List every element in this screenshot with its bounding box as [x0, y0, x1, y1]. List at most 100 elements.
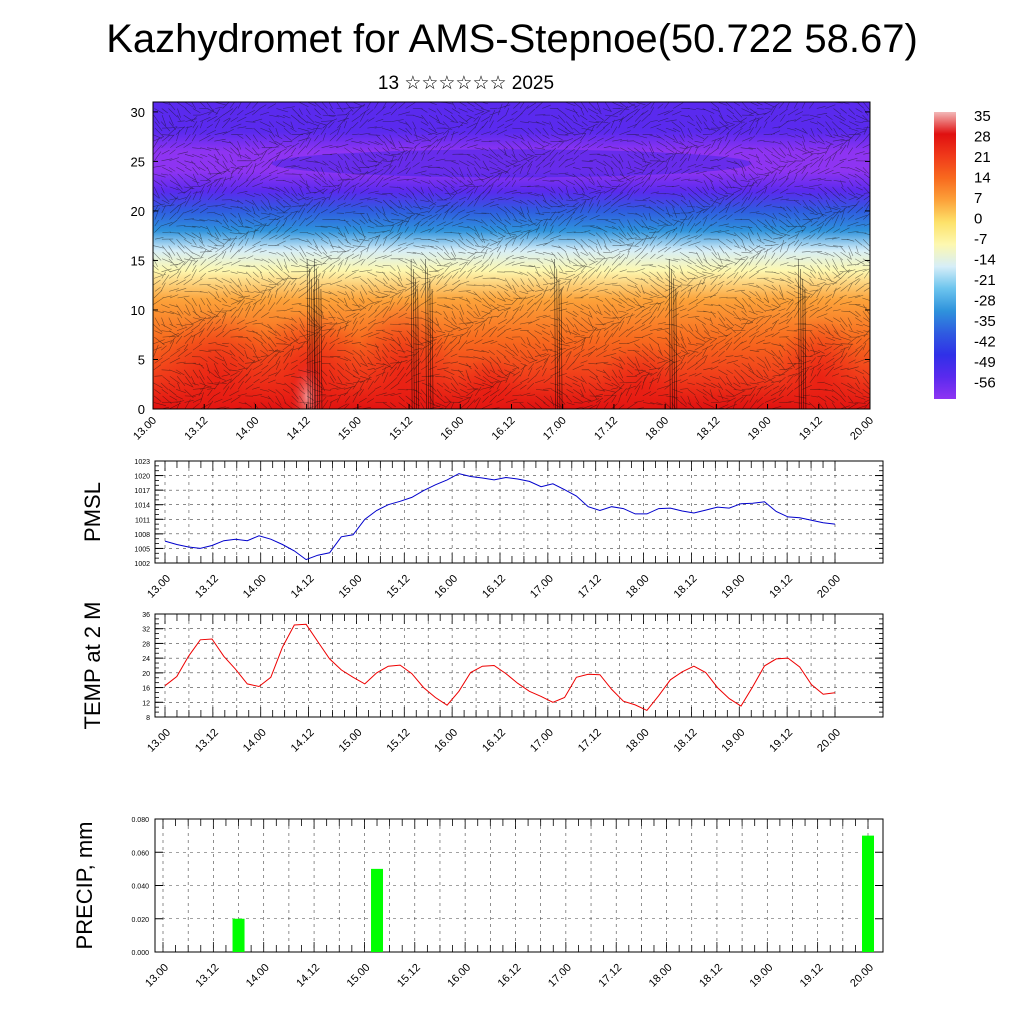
wind-streak-row: [153, 163, 870, 186]
y-tick-label: 1005: [134, 546, 150, 553]
precip-bar: [371, 868, 384, 952]
wind-streak-row: [154, 207, 870, 231]
x-tick-label: 18.12: [672, 727, 700, 755]
wind-streak-row: [153, 339, 867, 363]
wind-streak-row: [153, 200, 870, 225]
vertical-streak: [313, 258, 316, 409]
x-tick-label: 19.12: [798, 962, 826, 990]
x-tick-label: 14.00: [241, 573, 269, 601]
x-tick-label: 17.12: [592, 415, 620, 443]
wind-streak-row: [153, 371, 870, 393]
vertical-streak: [802, 278, 805, 409]
x-tick-label: 16.12: [490, 415, 518, 443]
x-tick-label: 15.12: [387, 415, 415, 443]
wind-streak-row: [154, 109, 870, 132]
vertical-streak: [800, 268, 802, 409]
vertical-streak: [560, 288, 563, 409]
vertical-streak: [671, 268, 673, 409]
wind-streak-row: [154, 116, 870, 140]
wind-streak-row: [153, 255, 870, 277]
x-tick-label: 17.00: [541, 415, 569, 443]
vertical-streak: [425, 258, 427, 409]
x-tick-label: 18.00: [624, 573, 652, 601]
wind-streak-row: [153, 169, 870, 191]
vertical-cross-section-panel: 0 5 10 15 20 25 30 13.00 13.12 14.00 14.12 15.00 15.…: [131, 101, 876, 443]
y-tick-label: 0.060: [131, 850, 149, 857]
x-tick-label: 14.12: [294, 962, 322, 990]
vertical-streak: [556, 268, 559, 409]
colorbar-label: -14: [974, 252, 996, 269]
y-tick-label: 25: [131, 154, 145, 169]
y-tick-label: 28: [142, 641, 150, 648]
x-tick-label: 19.12: [767, 727, 795, 755]
y-tick-label: 0.080: [131, 817, 149, 824]
vertical-streak: [797, 258, 800, 409]
colorbar-label: 28: [974, 129, 991, 146]
colorbar-label: -21: [974, 272, 996, 289]
colorbar-ramp: [934, 112, 956, 399]
x-tick-label: 16.00: [445, 962, 473, 990]
y-tick-label: 30: [131, 105, 145, 120]
y-tick-label: 24: [142, 656, 150, 663]
x-tick-label: 13.00: [145, 573, 173, 601]
wind-streak-row: [154, 228, 870, 252]
vertical-streak: [306, 258, 309, 409]
x-tick-label: 18.00: [624, 727, 652, 755]
panel-frame: [154, 613, 884, 718]
wind-streak-row: [153, 195, 870, 218]
colorbar-label: -35: [974, 313, 996, 330]
y-tick-label: 5: [138, 352, 145, 367]
y-tick-label: 20: [142, 671, 150, 678]
temperature-colorbar: 35 28 21 14 7 0 -7 -14 -21 -28 -35 -42 -49 -56: [934, 108, 996, 399]
wind-streak-row: [153, 234, 870, 257]
y-axis-title: PMSL: [80, 482, 105, 542]
vertical-streak: [320, 288, 323, 409]
x-tick-label: 19.00: [746, 415, 774, 443]
x-tick-label: 20.00: [848, 415, 876, 443]
wind-streak-row: [154, 150, 870, 173]
x-tick-label: 14.12: [289, 573, 317, 601]
heatmap-details: [153, 102, 870, 409]
colorbar-label: -56: [974, 375, 996, 392]
vertical-streak: [554, 258, 556, 409]
warm-surface-blob: [597, 344, 684, 409]
x-tick-label: 15.12: [384, 727, 412, 755]
date-subtitle: 13 ☆☆☆☆☆☆ 2025: [377, 73, 555, 94]
cold-band: [271, 149, 752, 178]
vertical-streak: [675, 288, 678, 409]
x-tick-label: 16.12: [480, 727, 508, 755]
x-tick-label: 16.00: [438, 415, 466, 443]
y-tick-label: 1008: [134, 532, 150, 539]
vertical-streak: [417, 288, 420, 409]
x-tick-label: 14.12: [289, 727, 317, 755]
vertical-streak: [431, 288, 434, 409]
wind-streak-row: [153, 137, 870, 159]
colorbar-label: 14: [974, 170, 991, 187]
vertical-streak: [415, 278, 417, 409]
x-tick-label: 15.12: [384, 573, 412, 601]
x-tick-label: 16.00: [432, 727, 460, 755]
wind-streak-row: [153, 384, 870, 407]
precip-bar: [232, 918, 245, 952]
series-line: [164, 473, 836, 561]
x-tick-label: 15.12: [395, 962, 423, 990]
y-tick-label: 0.040: [131, 884, 149, 891]
vertical-streak: [668, 258, 671, 409]
y-tick-label: 12: [142, 700, 150, 707]
colorbar-label: 7: [974, 190, 982, 207]
wind-streak-row: [154, 102, 869, 121]
x-tick-label: 18.00: [647, 962, 675, 990]
vertical-streak: [313, 288, 316, 409]
x-tick-label: 18.12: [697, 962, 725, 990]
x-tick-label: 13.00: [143, 962, 171, 990]
x-tick-label: 13.00: [131, 415, 159, 443]
x-tick-label: 16.00: [432, 573, 460, 601]
wind-streak-row: [154, 377, 870, 400]
temp-2m-panel: 8 12 16 20 24 28 32 36 13.00 13.12 14.00 14.12 15.00…: [80, 602, 884, 755]
precip-bar: [862, 835, 874, 952]
colorbar-label: 35: [974, 108, 991, 125]
vertical-streak: [309, 268, 311, 409]
x-tick-label: 14.00: [241, 727, 269, 755]
x-tick-label: 13.12: [182, 415, 210, 443]
wind-streak-row: [154, 221, 870, 244]
